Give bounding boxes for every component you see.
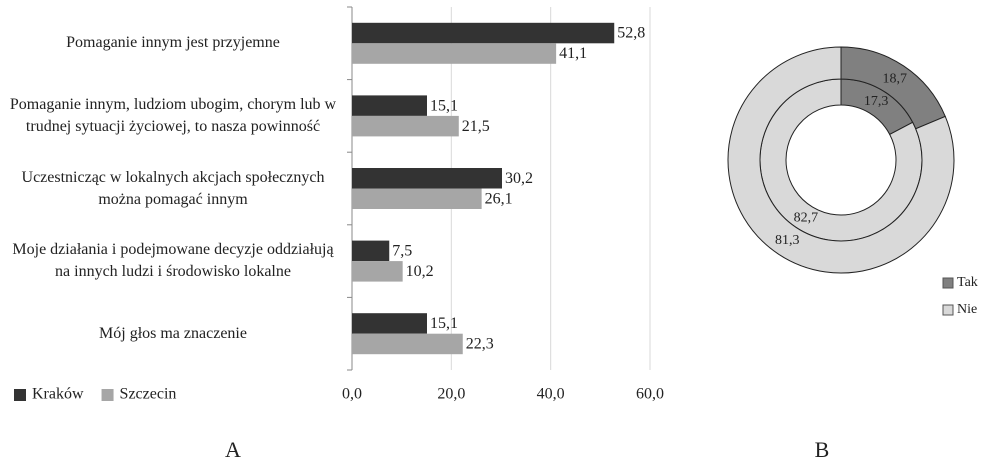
bar (352, 333, 463, 355)
bar (352, 22, 615, 44)
legend-label: Szczecin (120, 386, 177, 403)
bar (352, 188, 482, 209)
category-label: Uczestnicząc w lokalnych akcjach społecz… (21, 168, 325, 208)
legend-swatch (101, 389, 114, 401)
value-label: 30,2 (505, 170, 533, 187)
x-tick-label: 60,0 (636, 386, 664, 403)
category-label: Pomaganie innym jest przyjemne (66, 34, 280, 52)
value-label: 7,5 (392, 243, 412, 260)
bar (352, 261, 403, 282)
bar (352, 115, 459, 137)
value-label: 15,1 (430, 315, 458, 332)
value-label: 81,3 (775, 233, 800, 248)
legend-swatch (14, 389, 26, 401)
caption: A (225, 437, 241, 462)
value-label: 41,1 (559, 45, 587, 62)
value-label: 10,2 (406, 263, 434, 280)
category-label: Moje działania i podejmowane decyzje odd… (12, 241, 334, 281)
value-label: 17,3 (864, 94, 889, 109)
value-label: 18,7 (883, 71, 908, 86)
x-tick-label: 40,0 (537, 386, 565, 403)
category-label: Pomaganie innym, ludziom ubogim, chorym … (9, 95, 337, 135)
value-label: 21,5 (462, 118, 490, 135)
legend-label: Nie (957, 302, 977, 317)
bar (352, 95, 427, 116)
ring-segment (727, 46, 955, 274)
bar (352, 168, 502, 189)
bar (352, 240, 390, 262)
bar (352, 313, 427, 334)
legend-label: Kraków (32, 386, 84, 403)
x-tick-label: 20,0 (437, 386, 465, 403)
value-label: 52,8 (617, 25, 645, 42)
value-label: 82,7 (794, 210, 819, 225)
caption: B (815, 437, 830, 462)
legend-swatch (942, 304, 954, 316)
value-label: 26,1 (485, 190, 513, 207)
category-label: Mój głos ma znaczenie (99, 324, 247, 342)
legend-label: Tak (957, 275, 978, 290)
value-label: 15,1 (430, 97, 458, 114)
bar (352, 43, 557, 64)
legend-swatch (942, 277, 954, 289)
x-tick-label: 0,0 (342, 386, 362, 403)
value-label: 22,3 (466, 336, 494, 353)
